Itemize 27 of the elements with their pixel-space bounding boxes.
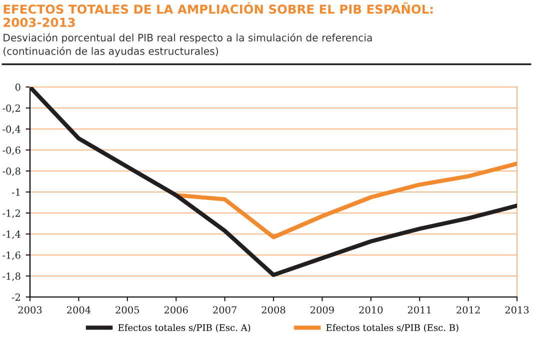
x-tick-label: 2004 bbox=[66, 306, 91, 314]
legend-label: Efectos totales s/PIB (Esc. B) bbox=[326, 324, 458, 332]
y-tick-label: 0 bbox=[15, 83, 20, 91]
line-series bbox=[174, 162, 517, 240]
y-tick-label: -2 bbox=[12, 293, 20, 301]
y-tick-label: -1,6 bbox=[2, 251, 20, 260]
y-tick-label: -0,8 bbox=[2, 167, 20, 176]
x-tick-label: 2003 bbox=[18, 306, 42, 314]
legend-label: Efectos totales s/PIB (Esc. A) bbox=[118, 324, 250, 332]
x-tick-label: 2008 bbox=[262, 306, 286, 314]
y-tick-label: -1,4 bbox=[2, 230, 20, 240]
y-tick-label: -0,4 bbox=[2, 125, 20, 134]
x-tick-label: 2005 bbox=[116, 306, 140, 314]
y-tick-label: -0,2 bbox=[2, 104, 20, 114]
y-tick-label: -1,2 bbox=[2, 209, 20, 218]
chart-subtitle: Desviación porcentual del PIB real respecto a la simulación de referencia (continuación de las ayudas estructurales) bbox=[4, 33, 372, 57]
x-tick-label: 2013 bbox=[505, 306, 529, 314]
y-tick-label: -1 bbox=[12, 188, 20, 196]
x-tick-label: 2010 bbox=[359, 306, 383, 314]
x-tick-label: 2009 bbox=[310, 306, 334, 314]
chart-title: EFECTOS TOTALES DE LA AMPLIACIÓN SOBRE EL PIB ESPAÑOL: 2003-2013 bbox=[4, 2, 433, 28]
y-tick-label: -0,6 bbox=[2, 146, 20, 156]
x-tick-label: 2006 bbox=[164, 306, 188, 314]
x-tick-label: 2011 bbox=[408, 306, 431, 314]
y-tick-label: -1,8 bbox=[2, 272, 20, 282]
x-tick-label: 2012 bbox=[456, 306, 480, 314]
x-tick-label: 2007 bbox=[213, 306, 236, 314]
